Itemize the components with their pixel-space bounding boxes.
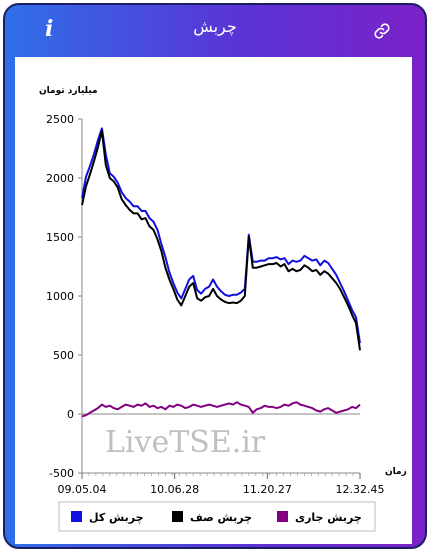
legend-label-3: چربش جاری <box>295 511 362 524</box>
header: i چربش <box>5 5 425 55</box>
chart-panel: میلیارد تومان زمان LiveTSE.ir -500 0 500 10… <box>15 57 412 544</box>
y-tick-label: 2000 <box>46 172 74 185</box>
info-icon[interactable]: i <box>45 16 54 42</box>
legend-box <box>58 501 376 532</box>
x-tick-label: 09.05.04 <box>58 483 107 496</box>
link-icon[interactable] <box>373 22 391 40</box>
watermark: LiveTSE.ir <box>105 425 266 460</box>
y-tick-label: 500 <box>53 349 74 362</box>
y-tick-label: 2500 <box>46 113 74 126</box>
legend-swatch-1 <box>71 511 82 522</box>
y-tick-label: -500 <box>49 467 74 480</box>
chart: میلیارد تومان زمان LiveTSE.ir -500 0 500 10… <box>39 86 407 532</box>
page-title: چربش <box>193 17 237 36</box>
series-line-3 <box>81 401 361 418</box>
y-tick-label: 0 <box>67 408 74 421</box>
x-axis-label: زمان <box>385 467 407 477</box>
y-tick-label: 1000 <box>46 290 74 303</box>
x-tick-label: 12.32.45 <box>336 483 385 496</box>
axes: -500 0 500 1000 1500 2000 2500 09.05.04 10.06.28… <box>46 113 384 496</box>
legend: چربش کل چربش صف چربش جاری <box>71 511 362 524</box>
app-window: i چربش میلیارد تومان زمان LiveTSE.ir -50… <box>3 3 427 549</box>
legend-swatch-2 <box>172 511 183 522</box>
legend-label-2: چربش صف <box>190 511 252 524</box>
x-tick-label: 10.06.28 <box>150 483 199 496</box>
series-lines <box>81 127 361 418</box>
y-axis-label: میلیارد تومان <box>39 86 98 96</box>
legend-swatch-3 <box>277 511 288 522</box>
legend-label-1: چربش کل <box>89 511 144 524</box>
x-tick-label: 11.20.27 <box>243 483 292 496</box>
y-tick-label: 1500 <box>46 231 74 244</box>
series-line-1 <box>81 127 361 344</box>
series-line-2 <box>81 129 361 351</box>
